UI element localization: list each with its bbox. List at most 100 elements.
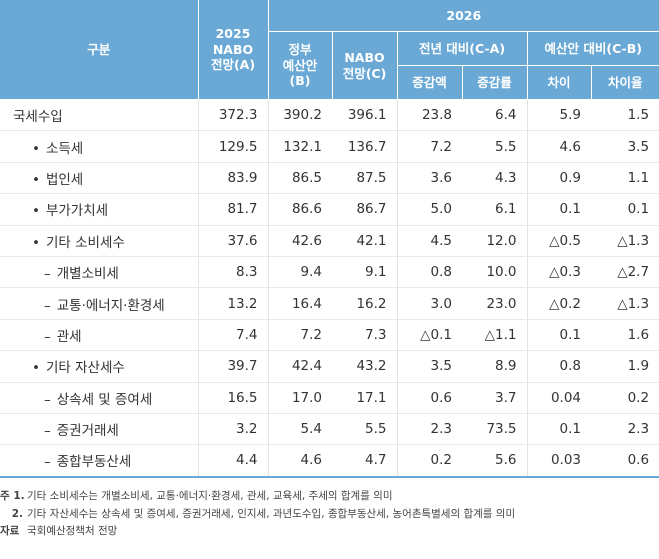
table-cell: 390.2 xyxy=(268,99,332,132)
row-label-text: 종합부동산세 xyxy=(56,454,132,471)
bullet-marker: • xyxy=(32,234,40,251)
table-cell: 73.5 xyxy=(462,413,528,446)
table-cell: 0.6 xyxy=(397,382,462,414)
dash-marker: – xyxy=(44,297,51,314)
table-cell: 86.6 xyxy=(268,193,332,226)
source-note: 자료 국회예산정책처 전망 xyxy=(0,523,659,541)
footnotes: 주 1. 기타 소비세수는 개별소비세, 교통·에너지·환경세, 관세, 교육세,… xyxy=(0,488,659,541)
table-cell: 8.9 xyxy=(462,350,528,383)
table-cell: 0.2 xyxy=(591,382,659,414)
row-label: • 기타 자산세수 xyxy=(0,350,199,383)
table-row: – 종합부동산세 4.4 4.6 4.7 0.2 5.6 0.03 0.6 xyxy=(0,444,659,478)
table-cell: 5.0 xyxy=(397,193,462,226)
row-label: • 법인세 xyxy=(0,162,199,195)
table-cell: 4.7 xyxy=(332,444,398,478)
row-label: • 부가가치세 xyxy=(0,193,199,226)
table-cell: 0.2 xyxy=(397,444,462,478)
table-cell: 13.2 xyxy=(198,287,269,320)
table-cell: △1.1 xyxy=(462,319,528,352)
table-cell: 4.6 xyxy=(268,444,332,478)
table-cell: 5.5 xyxy=(462,130,528,163)
table-cell: 0.8 xyxy=(397,256,462,289)
table-cell: 7.2 xyxy=(268,319,332,352)
table-row: – 개별소비세 8.3 9.4 9.1 0.8 10.0 △0.3 △2.7 xyxy=(0,256,659,289)
dash-marker: – xyxy=(44,454,51,471)
table-body: 국세수입 372.3 390.2 396.1 23.8 6.4 5.9 1.5 • 소득세 129.… xyxy=(0,99,659,478)
table-cell: 1.5 xyxy=(591,99,659,132)
table-cell: 2.3 xyxy=(397,413,462,446)
table-cell: 5.4 xyxy=(268,413,332,446)
table-cell: 7.3 xyxy=(332,319,398,352)
row-label-text: 소득세 xyxy=(45,140,84,157)
table-cell: 9.4 xyxy=(268,256,332,289)
table-row: • 법인세 83.9 86.5 87.5 3.6 4.3 0.9 1.1 xyxy=(0,162,659,195)
row-label-text: 증권거래세 xyxy=(56,423,119,440)
table-cell: 37.6 xyxy=(198,225,269,257)
table-cell: 5.6 xyxy=(462,444,528,478)
table-cell: 3.5 xyxy=(591,130,659,163)
table-cell: 0.9 xyxy=(527,162,591,195)
table-cell: 8.3 xyxy=(198,256,269,289)
header-year-2026: 2026 xyxy=(268,0,659,32)
table-cell: 0.1 xyxy=(591,193,659,226)
row-label-text: 교통·에너지·환경세 xyxy=(56,297,165,314)
row-label: – 교통·에너지·환경세 xyxy=(0,287,199,320)
table-cell: 4.6 xyxy=(527,130,591,163)
table-row: – 관세 7.4 7.2 7.3 △0.1 △1.1 0.1 1.6 xyxy=(0,319,659,352)
table-cell: 17.1 xyxy=(332,382,398,414)
row-label-text: 상속세 및 증여세 xyxy=(56,391,153,408)
table-cell: 86.7 xyxy=(332,193,398,226)
table-row: – 증권거래세 3.2 5.4 5.5 2.3 73.5 0.1 2.3 xyxy=(0,413,659,446)
header-diff-rate: 차이율 xyxy=(591,65,659,100)
table-cell: △0.3 xyxy=(527,256,591,289)
table-cell: 42.1 xyxy=(332,225,398,257)
source-label: 자료 xyxy=(0,525,20,537)
table-cell: 12.0 xyxy=(462,225,528,257)
dash-marker: – xyxy=(44,423,51,440)
bullet-marker: • xyxy=(32,203,40,220)
row-label-text: 부가가치세 xyxy=(45,203,109,220)
footnote-1-text: 기타 소비세수는 개별소비세, 교통·에너지·환경세, 관세, 교육세, 주세의… xyxy=(27,490,393,502)
table-cell: 0.1 xyxy=(527,193,591,226)
table-cell: 43.2 xyxy=(332,350,398,383)
table-cell: 42.4 xyxy=(268,350,332,383)
row-label-text: 국세수입 xyxy=(13,109,63,126)
table-cell: 16.4 xyxy=(268,287,332,320)
table-cell: 10.0 xyxy=(462,256,528,289)
footnote-1: 주 1. 기타 소비세수는 개별소비세, 교통·에너지·환경세, 관세, 교육세,… xyxy=(0,488,659,506)
header-yoy: 전년 대비(C-A) xyxy=(397,31,528,66)
table-cell: △1.3 xyxy=(591,287,659,320)
header-2025-nabo: 2025 NABO 전망(A) xyxy=(198,0,269,100)
table-cell: 39.7 xyxy=(198,350,269,383)
table-cell: 4.4 xyxy=(198,444,269,478)
row-label: – 관세 xyxy=(0,319,199,352)
table-cell: 86.5 xyxy=(268,162,332,195)
table-cell: 0.03 xyxy=(527,444,591,478)
table-row: – 상속세 및 증여세 16.5 17.0 17.1 0.6 3.7 0.04 0.2 xyxy=(0,382,659,414)
table-cell: △0.2 xyxy=(527,287,591,320)
header-nabo-2026: NABO 전망(C) xyxy=(332,31,398,100)
header-inc-amount: 증감액 xyxy=(397,65,463,100)
table-cell: 87.5 xyxy=(332,162,398,195)
table-cell: 3.0 xyxy=(397,287,462,320)
bullet-marker: • xyxy=(32,360,40,377)
table-cell: 6.1 xyxy=(462,193,528,226)
table-cell: 132.1 xyxy=(268,130,332,163)
table-cell: 0.1 xyxy=(527,413,591,446)
source-text: 국회예산정책처 전망 xyxy=(27,525,118,537)
table-row: • 부가가치세 81.7 86.6 86.7 5.0 6.1 0.1 0.1 xyxy=(0,193,659,226)
row-label: • 기타 소비세수 xyxy=(0,225,199,257)
table-cell: 3.2 xyxy=(198,413,269,446)
row-label-text: 개별소비세 xyxy=(56,266,119,283)
table-cell: 23.0 xyxy=(462,287,528,320)
table-cell: 1.1 xyxy=(591,162,659,195)
table-cell: 16.5 xyxy=(198,382,269,414)
table-cell: 9.1 xyxy=(332,256,398,289)
table-cell: 1.9 xyxy=(591,350,659,383)
table-cell: 0.1 xyxy=(527,319,591,352)
table-cell: 0.6 xyxy=(591,444,659,478)
table-cell: 4.5 xyxy=(397,225,462,257)
table-cell: 396.1 xyxy=(332,99,398,132)
header-category: 구분 xyxy=(0,0,199,100)
table-cell: 17.0 xyxy=(268,382,332,414)
